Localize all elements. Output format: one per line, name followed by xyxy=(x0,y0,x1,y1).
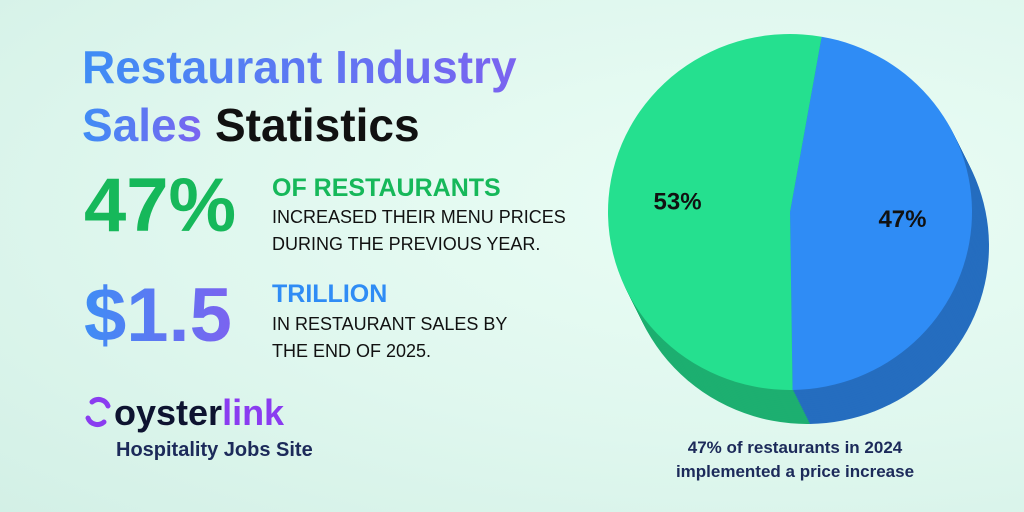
stat-figure: $1.5 xyxy=(84,273,232,358)
brand-part: link xyxy=(222,392,285,433)
pie-label: 53% xyxy=(654,188,702,215)
stat-figure: 47% xyxy=(84,163,237,248)
title-word: Statistics xyxy=(215,99,420,151)
logo-icon xyxy=(85,397,111,427)
stat-line: IN RESTAURANT SALES BY xyxy=(272,314,508,334)
pie-label: 47% xyxy=(878,206,926,233)
title-line: Restaurant Industry xyxy=(82,41,517,93)
annotation: 47% of restaurants in 2024 xyxy=(687,438,903,457)
title-line: Sales Statistics xyxy=(82,98,420,152)
brand-name: oysterlink xyxy=(114,392,284,434)
stat-line: INCREASED THEIR MENU PRICES xyxy=(272,207,566,227)
stat-headline: TRILLION xyxy=(272,280,388,308)
stat-line: THE END OF 2025. xyxy=(272,341,432,361)
pie-slice xyxy=(607,33,822,390)
annotation: implemented a price increase xyxy=(675,462,915,481)
pie-slice xyxy=(790,36,972,390)
title-word: Sales xyxy=(82,99,203,151)
brand-tagline: Hospitality Jobs Site xyxy=(116,439,313,461)
brand-part: oyster xyxy=(114,392,223,433)
stat-headline: OF RESTAURANTS xyxy=(272,174,501,202)
stat-line: DURING THE PREVIOUS YEAR. xyxy=(272,234,541,254)
